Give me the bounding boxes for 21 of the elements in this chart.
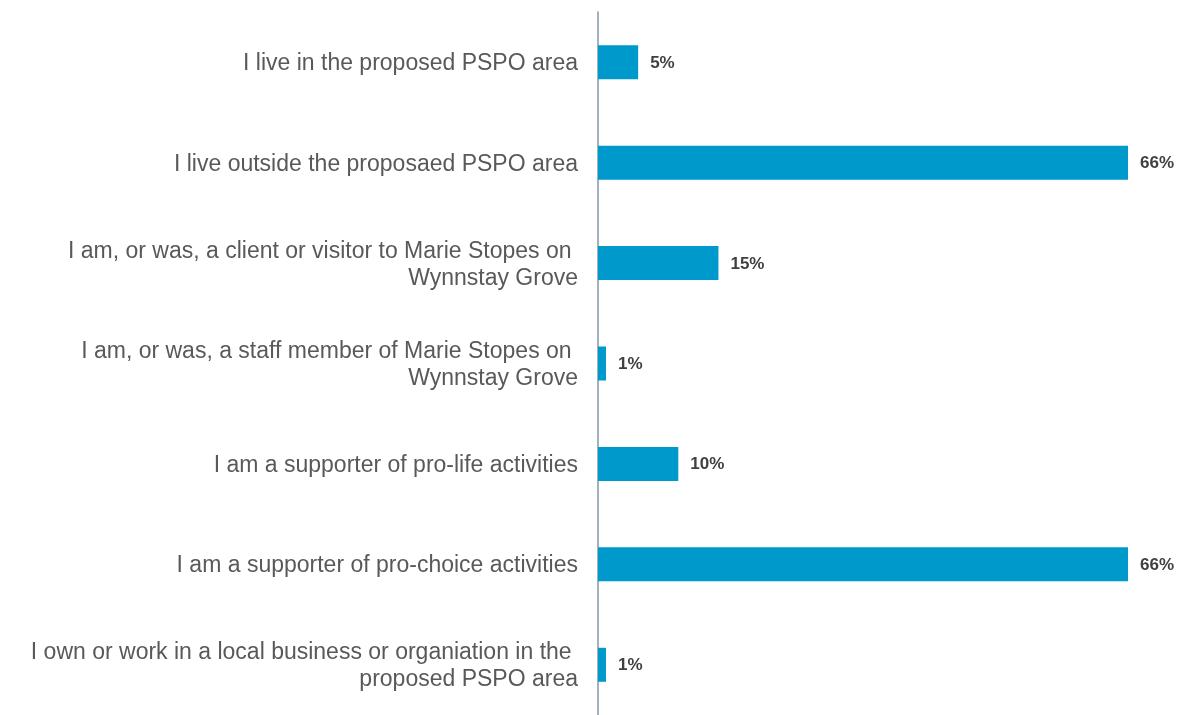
- bar: [598, 547, 1128, 582]
- y-tick-label: I am a supporter of pro-life activities: [213, 450, 578, 477]
- data-label: 10%: [690, 454, 725, 474]
- y-tick-label: I am, or was, a staff member of Marie Stopes on Wynnstay Grove: [81, 337, 578, 390]
- y-tick-label: I own or work in a local business or organiation in the proposed PSPO area: [30, 638, 579, 692]
- bar: [598, 346, 607, 381]
- bar: [598, 647, 607, 682]
- data-label: 1%: [618, 354, 643, 373]
- bar: [598, 446, 679, 481]
- bar: [598, 145, 1128, 180]
- data-label: 5%: [650, 52, 675, 72]
- data-label: 15%: [730, 253, 765, 273]
- y-tick-label: I am a supporter of pro-choice activities: [176, 551, 578, 578]
- y-tick-label: I live outside the proposaed PSPO area: [173, 149, 579, 176]
- y-tick-label: I live in the proposed PSPO area: [243, 49, 579, 76]
- bar: [598, 45, 639, 80]
- bar: [598, 246, 719, 281]
- data-label: 1%: [618, 655, 643, 675]
- y-tick-label: I am, or was, a client or visitor to Marie Stopes on Wynnstay Grove: [67, 236, 578, 290]
- data-label: 66%: [1140, 153, 1175, 173]
- data-label: 66%: [1140, 554, 1175, 574]
